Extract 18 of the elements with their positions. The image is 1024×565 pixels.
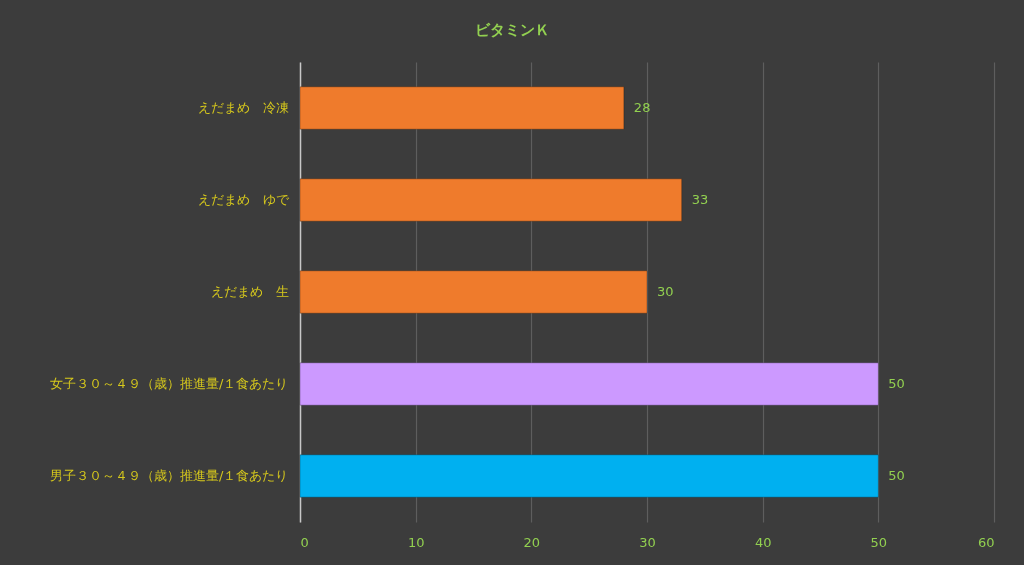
y-tick-label: えだまめ 生 [210, 284, 289, 299]
data-label: 33 [691, 192, 709, 207]
x-tick-label: 30 [639, 534, 656, 550]
data-label: 28 [633, 100, 651, 115]
data-label: 30 [657, 284, 674, 299]
x-tick-label: 50 [870, 534, 888, 550]
y-tick-label: えだまめ ゆで [197, 192, 290, 207]
y-tick-label: 女子３０～４９（歳）推進量/１食あたり [50, 376, 289, 391]
x-tick-label: 20 [523, 534, 541, 550]
chart-title: ビタミンＫ [474, 21, 550, 39]
y-tick-label: えだまめ 冷凍 [197, 100, 289, 115]
x-tick-label: 60 [977, 534, 995, 550]
x-tick-label: 0 [300, 534, 309, 550]
data-label: 50 [888, 468, 905, 483]
x-tick-label: 10 [407, 534, 425, 550]
data-label: 50 [888, 376, 905, 391]
y-tick-label: 男子３０～４９（歳）推進量/１食あたり [50, 468, 289, 483]
x-tick-label: 40 [754, 534, 772, 550]
